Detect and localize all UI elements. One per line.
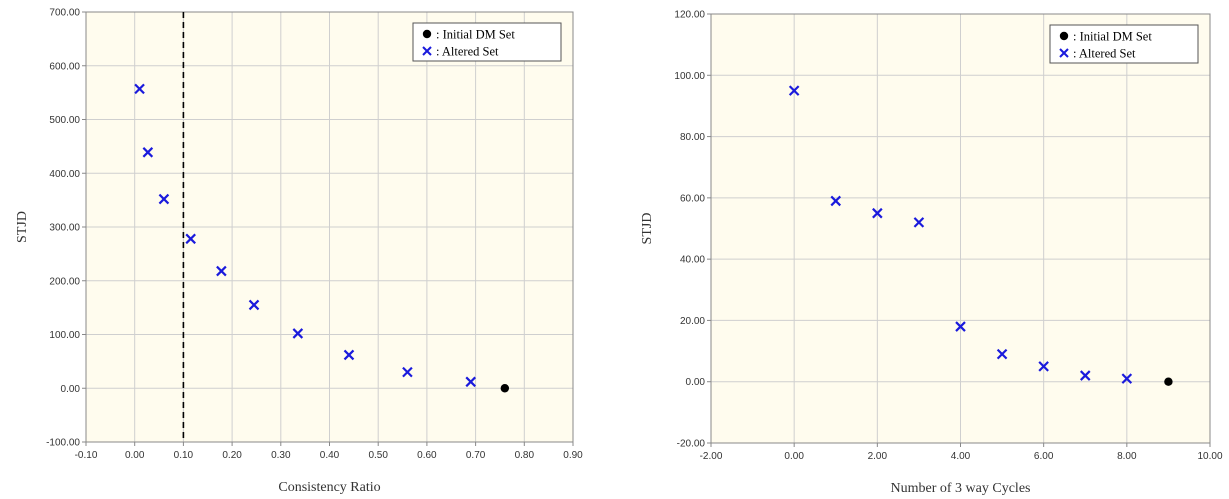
x-tick-label: 0.90: [563, 450, 583, 461]
altered-set-point: [913, 217, 925, 228]
y-axis-title: STJD: [640, 213, 655, 245]
y-tick-label: 60.00: [680, 193, 705, 204]
y-tick-label: 500.00: [49, 115, 80, 126]
legend: : Initial DM Set : Altered Set: [1049, 24, 1199, 64]
altered-set-point: [1038, 361, 1049, 372]
altered-set-point: [788, 85, 800, 96]
consistency-ratio-chart: -0.10 0.00 0.10 0.20 0.30 0.40 0.50 0.60 0.70 0.8…: [15, 8, 583, 496]
x-tick-label: 0.50: [368, 450, 388, 461]
x-tick-label: -2.00: [700, 451, 723, 462]
altered-set-point: [465, 376, 477, 388]
x-tick-label: 2.00: [868, 451, 888, 462]
altered-set-point: [185, 233, 196, 245]
altered-set-point: [216, 265, 227, 277]
legend-box: [412, 22, 562, 62]
x-tick-label: 0.00: [125, 450, 145, 461]
altered-set-point: [830, 195, 842, 207]
altered-set-point: [292, 328, 304, 339]
y-tick-label: 400.00: [49, 169, 80, 180]
x-tick-label: 0.60: [417, 450, 437, 461]
x-tick-label: 0.00: [784, 451, 804, 462]
altered-set-point: [248, 299, 260, 311]
x-tick-label: 0.20: [222, 450, 242, 461]
y-tick-label: 40.00: [680, 255, 705, 266]
legend-dot-icon: [1059, 31, 1069, 41]
legend-label: : Initial DM Set: [1073, 30, 1152, 44]
y-tick-label: 200.00: [49, 276, 80, 287]
legend-dot-icon: [422, 29, 432, 39]
y-tick-label: 120.00: [674, 10, 705, 21]
altered-set-point: [142, 147, 154, 158]
x-tick-label: 6.00: [1034, 451, 1054, 462]
legend-label: : Initial DM Set: [436, 28, 515, 42]
y-tick-label: 100.00: [49, 330, 80, 341]
initial-dm-set-point: [1164, 377, 1173, 386]
y-tick-label: -20.00: [677, 439, 706, 450]
y-tick-label: -100.00: [46, 438, 80, 449]
x-tick-label: 0.70: [466, 450, 486, 461]
three-way-cycles-chart: -2.00 0.00 2.00 4.00 6.00 8.00 10.00 -20.00 0.00…: [640, 10, 1223, 497]
x-tick-label: 4.00: [951, 451, 971, 462]
y-tick-label: 80.00: [680, 132, 705, 143]
x-tick-label: 0.80: [515, 450, 535, 461]
y-tick-label: 600.00: [49, 61, 80, 72]
altered-set-point: [1121, 373, 1133, 384]
y-tick-label: 20.00: [680, 316, 705, 327]
altered-set-point: [996, 348, 1008, 360]
y-tick-label: 0.00: [61, 384, 81, 395]
altered-set-point: [955, 321, 966, 332]
x-axis-title: Consistency Ratio: [278, 480, 380, 495]
legend: : Initial DM Set : Altered Set: [412, 22, 562, 62]
legend-label: : Altered Set: [436, 45, 499, 59]
x-tick-label: 10.00: [1197, 451, 1222, 462]
x-tick-label: 0.40: [320, 450, 340, 461]
altered-set-point: [158, 193, 170, 205]
y-axis-title: STJD: [15, 211, 30, 243]
x-axis-title: Number of 3 way Cycles: [891, 481, 1031, 496]
y-tick-label: 100.00: [674, 71, 705, 82]
altered-set-point: [872, 207, 883, 219]
y-tick-label: 700.00: [49, 8, 80, 19]
x-tick-label: -0.10: [75, 450, 98, 461]
y-tick-label: 300.00: [49, 223, 80, 234]
legend-box: [1049, 24, 1199, 64]
altered-set-point: [1079, 370, 1091, 381]
legend-cross-icon: [422, 46, 432, 56]
x-tick-label: 0.10: [174, 450, 194, 461]
altered-set-point: [343, 349, 355, 361]
x-tick-label: 8.00: [1117, 451, 1137, 462]
y-tick-label: 0.00: [686, 377, 706, 388]
x-tick-label: 0.30: [271, 450, 291, 461]
altered-set-point: [134, 83, 145, 95]
legend-label: : Altered Set: [1073, 47, 1136, 61]
legend-cross-icon: [1059, 48, 1069, 58]
altered-set-point: [402, 366, 413, 378]
initial-dm-set-point: [500, 384, 510, 393]
